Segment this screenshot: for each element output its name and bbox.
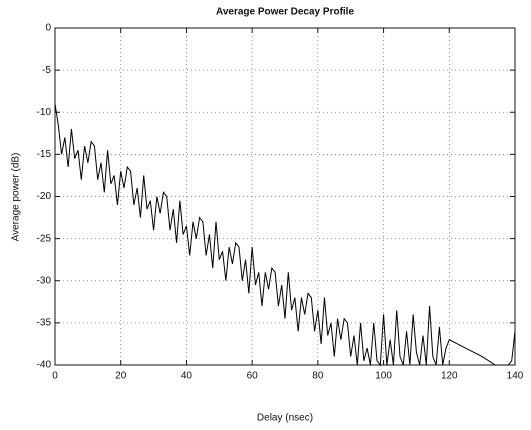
y-tick-label: 0 <box>45 23 51 34</box>
y-tick-label: -25 <box>37 233 52 244</box>
y-tick-label: -30 <box>37 275 52 286</box>
y-axis-label: Average power (dB) <box>11 153 22 242</box>
y-tick-label: -20 <box>37 191 52 202</box>
x-tick-label: 100 <box>375 371 392 382</box>
data-line <box>54 103 516 367</box>
plot-frame <box>54 27 516 366</box>
x-tick-label: 20 <box>115 371 127 382</box>
x-tick-label: 0 <box>52 371 58 382</box>
chart-title: Average Power Decay Profile <box>216 7 354 18</box>
x-tick-label: 40 <box>181 371 193 382</box>
y-tick-label: -10 <box>37 107 52 118</box>
y-tick-label: -15 <box>37 149 52 160</box>
x-axis-label: Delay (nsec) <box>257 413 313 424</box>
y-tick-label: -40 <box>37 360 52 371</box>
y-tick-label: -35 <box>37 318 52 329</box>
x-tick-label: 140 <box>507 371 524 382</box>
x-tick-label: 120 <box>441 371 458 382</box>
x-tick-label: 80 <box>312 371 324 382</box>
y-tick-label: -5 <box>42 65 51 76</box>
x-tick-label: 60 <box>247 371 259 382</box>
